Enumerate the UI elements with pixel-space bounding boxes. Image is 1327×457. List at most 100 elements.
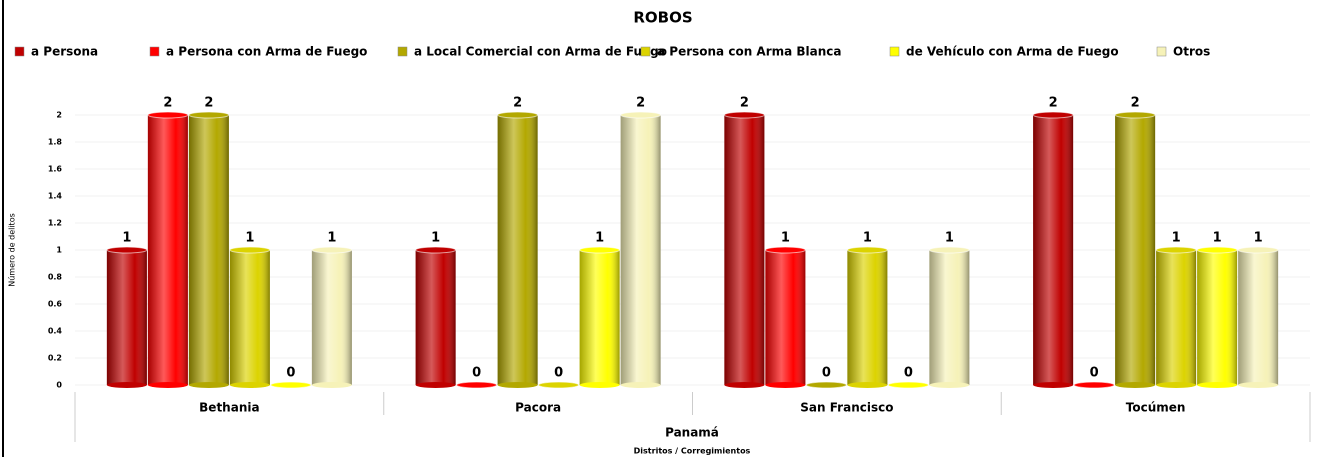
bar-shade bbox=[847, 250, 888, 385]
y-tick-label: 1 bbox=[56, 246, 62, 255]
bar-shade bbox=[106, 250, 147, 385]
bar-shade bbox=[1033, 115, 1074, 385]
bar-cap bbox=[188, 111, 230, 119]
bar-cap bbox=[579, 246, 621, 254]
data-label: 2 bbox=[204, 96, 213, 111]
bar-cap bbox=[928, 246, 970, 254]
bar-cap bbox=[1155, 246, 1197, 254]
y-tick-label: 1.4 bbox=[48, 192, 63, 201]
bar-cap bbox=[497, 111, 539, 119]
bar-shade bbox=[311, 250, 352, 385]
bar-base bbox=[311, 382, 352, 388]
y-tick-label: 2 bbox=[56, 111, 62, 120]
data-label: 2 bbox=[636, 96, 645, 111]
data-label: 0 bbox=[904, 366, 913, 381]
data-label: 1 bbox=[595, 231, 604, 246]
data-label: 0 bbox=[554, 366, 563, 381]
bar-shade bbox=[620, 115, 661, 385]
bar-cap bbox=[1073, 381, 1115, 389]
data-label: 1 bbox=[781, 231, 790, 246]
data-label: 1 bbox=[431, 231, 440, 246]
bar-cap bbox=[1032, 111, 1074, 119]
y-tick-label: 0.2 bbox=[48, 354, 62, 363]
y-tick-label: 0.6 bbox=[48, 300, 63, 309]
y-axis-label: Número de delitos bbox=[8, 213, 17, 287]
bar-shade bbox=[765, 250, 806, 385]
x-tick-label: Pacora bbox=[515, 401, 561, 415]
bar-cap bbox=[270, 381, 312, 389]
y-tick-label: 1.2 bbox=[48, 219, 62, 228]
group-label: Panamá bbox=[665, 426, 719, 440]
data-label: 0 bbox=[472, 366, 481, 381]
bar-cap bbox=[620, 111, 662, 119]
y-tick-label: 1.6 bbox=[48, 165, 63, 174]
legend-label: Otros bbox=[1173, 45, 1210, 59]
data-label: 1 bbox=[1254, 231, 1263, 246]
y-tick-label: 0.8 bbox=[48, 273, 63, 282]
y-tick-label: 1.8 bbox=[48, 138, 63, 147]
data-label: 1 bbox=[245, 231, 254, 246]
bar-shade bbox=[229, 250, 270, 385]
bar-base bbox=[1033, 382, 1074, 388]
bar-cap bbox=[456, 381, 498, 389]
bar-base bbox=[620, 382, 661, 388]
data-label: 1 bbox=[122, 231, 131, 246]
bar-shade bbox=[147, 115, 188, 385]
legend-swatch bbox=[1156, 46, 1167, 57]
bar-cap bbox=[1196, 246, 1238, 254]
bar-cap bbox=[846, 246, 888, 254]
chart-title: ROBOS bbox=[633, 9, 692, 27]
bar-base bbox=[188, 382, 229, 388]
legend-swatch bbox=[640, 46, 651, 57]
bar-shade bbox=[1115, 115, 1156, 385]
bar-base bbox=[106, 382, 147, 388]
legend-label: a Local Comercial con Arma de Fuego bbox=[414, 45, 667, 59]
bar-cap bbox=[311, 246, 353, 254]
data-label: 1 bbox=[1213, 231, 1222, 246]
data-label: 1 bbox=[1172, 231, 1181, 246]
x-axis-label: Distritos / Corregimientos bbox=[634, 447, 751, 456]
bar-shade bbox=[1197, 250, 1238, 385]
bar-base bbox=[847, 382, 888, 388]
legend-swatch bbox=[149, 46, 160, 57]
bar-shade bbox=[724, 115, 765, 385]
bar-base bbox=[147, 382, 188, 388]
y-tick-label: 0 bbox=[56, 381, 62, 390]
bar-shade bbox=[929, 250, 970, 385]
bar-base bbox=[415, 382, 456, 388]
bar-base bbox=[579, 382, 620, 388]
bar-base bbox=[1115, 382, 1156, 388]
legend-label: a Persona bbox=[31, 45, 98, 59]
data-label: 0 bbox=[1090, 366, 1099, 381]
bar-base bbox=[1156, 382, 1197, 388]
legend-label: a Persona con Arma Blanca bbox=[657, 45, 842, 59]
bar-base bbox=[229, 382, 270, 388]
bar-cap bbox=[147, 111, 189, 119]
y-tick-label: 0.4 bbox=[48, 327, 63, 336]
data-label: 2 bbox=[163, 96, 172, 111]
bar-shade bbox=[497, 115, 538, 385]
bar-base bbox=[765, 382, 806, 388]
bar-cap bbox=[723, 111, 765, 119]
bar-cap bbox=[887, 381, 929, 389]
bar-cap bbox=[764, 246, 806, 254]
bar-cap bbox=[1114, 111, 1156, 119]
x-tick-label: Bethania bbox=[199, 401, 259, 415]
bar-base bbox=[497, 382, 538, 388]
bar-shade bbox=[188, 115, 229, 385]
bar-base bbox=[1238, 382, 1279, 388]
data-label: 0 bbox=[822, 366, 831, 381]
legend-label: a Persona con Arma de Fuego bbox=[166, 45, 367, 59]
bar-cap bbox=[805, 381, 847, 389]
bar-base bbox=[724, 382, 765, 388]
bar-shade bbox=[579, 250, 620, 385]
data-label: 2 bbox=[1131, 96, 1140, 111]
bar-shade bbox=[1156, 250, 1197, 385]
bar-cap bbox=[229, 246, 271, 254]
bar-base bbox=[1197, 382, 1238, 388]
data-label: 2 bbox=[513, 96, 522, 111]
bar-base bbox=[929, 382, 970, 388]
bar-shade bbox=[415, 250, 456, 385]
legend-swatch bbox=[397, 46, 408, 57]
